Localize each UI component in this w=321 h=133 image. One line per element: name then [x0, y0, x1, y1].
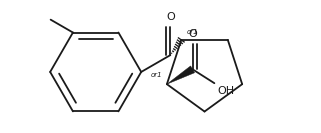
Text: or1: or1: [186, 29, 198, 35]
Text: O: O: [166, 13, 175, 22]
Polygon shape: [167, 66, 195, 84]
Text: or1: or1: [150, 72, 162, 78]
Text: O: O: [188, 29, 197, 39]
Text: OH: OH: [217, 86, 234, 96]
